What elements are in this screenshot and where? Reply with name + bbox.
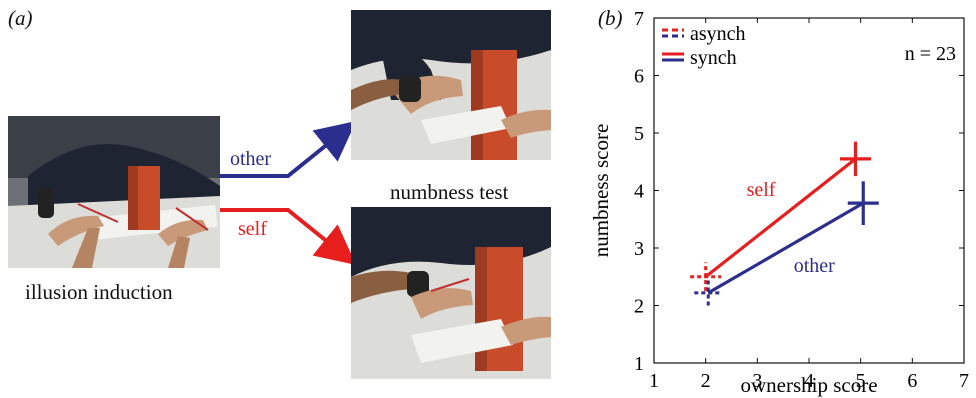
legend-synch-label: synch [690,47,737,69]
other-connector-line [707,201,865,295]
legend-asynch-label: asynch [690,23,746,45]
numbness-test-photo-other [351,10,551,160]
y-axis-label: numbness score [589,124,613,258]
y-tick-label: 6 [634,66,644,88]
x-tick-label: 4 [804,370,814,392]
induction-caption: illusion induction [25,280,173,304]
y-tick-label: 7 [634,8,644,30]
other-arrow [220,120,357,178]
illusion-induction-photo [8,116,220,268]
y-tick-label: 4 [634,181,644,203]
arrows-diagram [220,120,357,266]
x-axis-label: ownership score [740,373,877,397]
y-tick-label: 1 [634,353,644,375]
ownership-numbness-chart: 1 2 3 4 5 6 7 1 2 3 4 5 6 7 ownership score numbness sc… [589,8,969,397]
numbness-test-caption: numbness test [390,180,509,204]
y-tick-label: 2 [634,296,644,318]
panel-a-label: (a) [8,6,33,30]
y-tick-label: 3 [634,238,644,260]
self-connector-line [704,157,857,279]
self-series-label: self [747,179,776,201]
arrow-self-label: self [238,218,267,240]
y-tick-label: 5 [634,123,644,145]
x-tick-label: 7 [959,370,969,392]
x-tick-label: 2 [701,370,711,392]
panel-b-label: (b) [598,6,623,30]
numbness-test-photo-self [351,207,551,379]
self-arrow [220,208,357,266]
x-tick-label: 3 [752,370,762,392]
other-series-label: other [794,255,835,277]
x-tick-label: 1 [649,370,659,392]
x-tick-label: 6 [907,370,917,392]
arrow-other-label: other [230,148,272,170]
x-tick-label: 5 [856,370,866,392]
plot-frame [653,17,965,364]
sample-size-annotation: n = 23 [905,43,956,65]
